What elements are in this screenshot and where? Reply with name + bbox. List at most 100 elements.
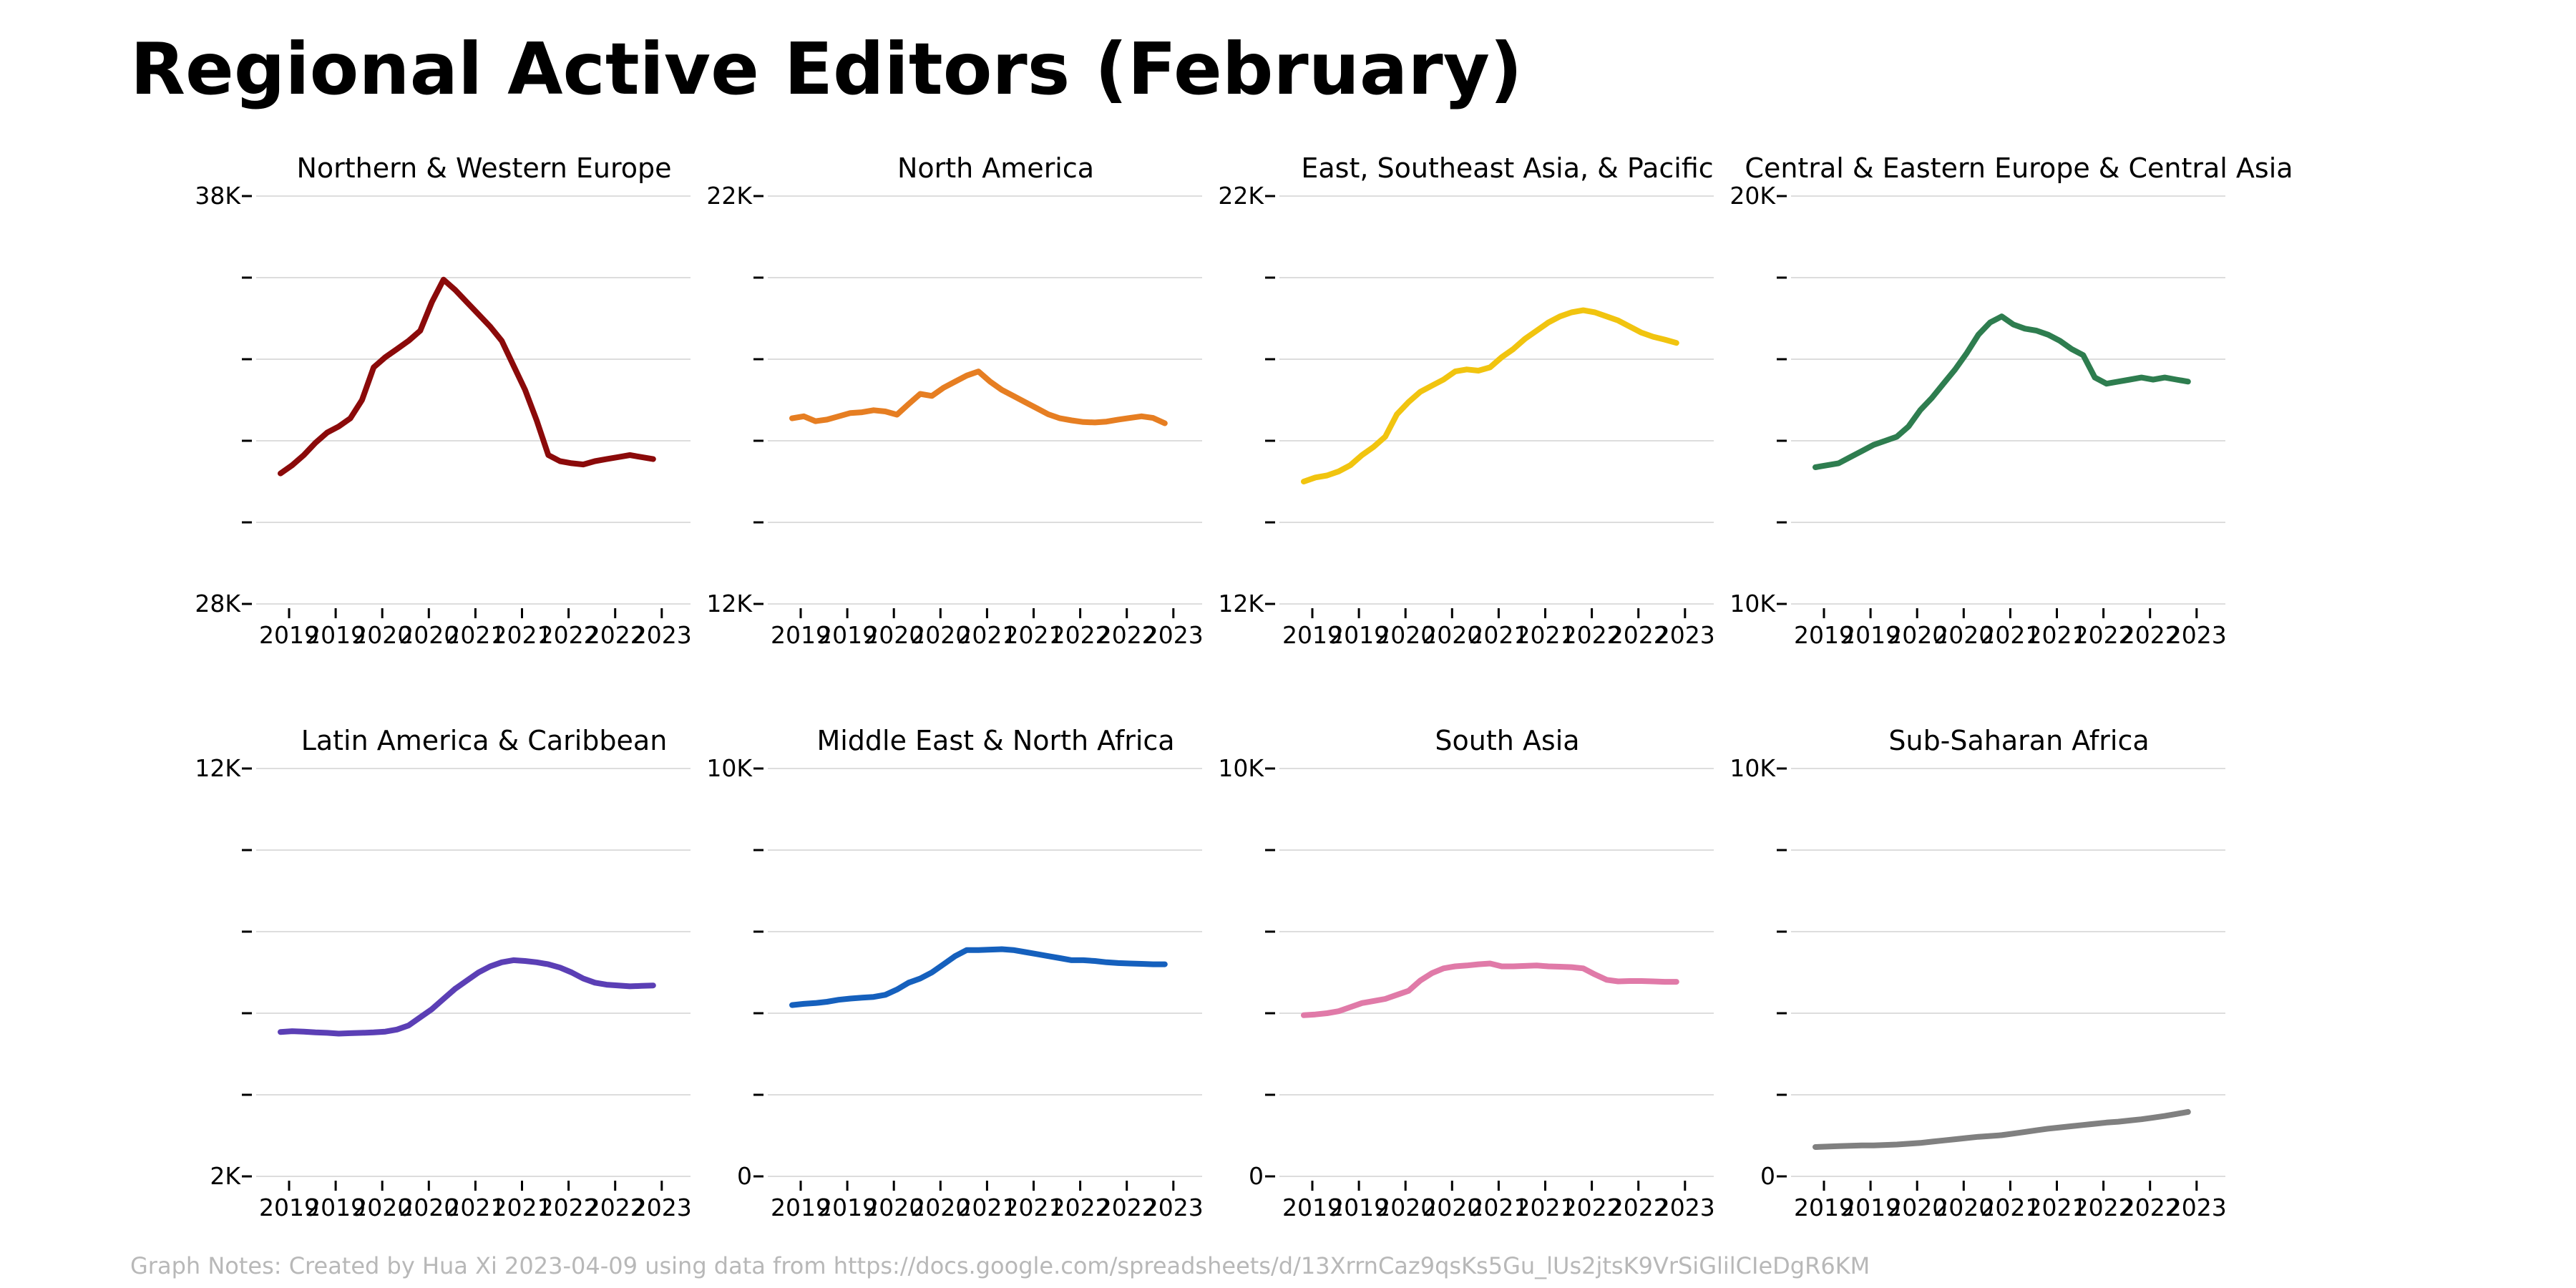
x-tick-label: 2023 bbox=[1143, 1194, 1204, 1221]
x-tick-label: 2020 bbox=[864, 621, 924, 649]
x-tick-label: 2022 bbox=[539, 621, 599, 649]
chart-title: South Asia bbox=[1435, 725, 1579, 756]
x-tick-label: 2022 bbox=[1609, 1194, 1669, 1221]
x-tick-label: 2022 bbox=[1562, 621, 1622, 649]
chart-title: North America bbox=[897, 152, 1094, 184]
x-tick-label: 2020 bbox=[352, 621, 412, 649]
x-tick-label: 2023 bbox=[632, 621, 692, 649]
series-line bbox=[1813, 1108, 2191, 1150]
x-tick-label: 2023 bbox=[632, 1194, 692, 1221]
chart-panel-5: Latin America & Caribbean12K2K2019201920… bbox=[195, 725, 691, 1221]
x-tick-label: 2021 bbox=[1980, 621, 2040, 649]
x-tick-label: 2021 bbox=[492, 1194, 552, 1221]
y-tick-label-bottom: 12K bbox=[706, 590, 753, 618]
series-line bbox=[789, 369, 1168, 426]
x-tick-label: 2021 bbox=[1980, 1194, 2040, 1221]
x-tick-label: 2019 bbox=[771, 1194, 831, 1221]
x-tick-label: 2020 bbox=[1887, 621, 1947, 649]
x-tick-label: 2020 bbox=[352, 1194, 412, 1221]
y-tick-label-bottom: 12K bbox=[1218, 590, 1264, 618]
y-tick-label-top: 10K bbox=[706, 754, 753, 782]
y-tick-label-top: 12K bbox=[195, 754, 241, 782]
chart-title: Latin America & Caribbean bbox=[301, 725, 668, 756]
x-tick-label: 2020 bbox=[1422, 1194, 1482, 1221]
y-tick-label-top: 38K bbox=[195, 182, 241, 210]
y-tick-label-bottom: 10K bbox=[1729, 590, 1776, 618]
y-tick-label-top: 10K bbox=[1218, 754, 1264, 782]
x-tick-label: 2022 bbox=[1097, 1194, 1157, 1221]
x-tick-label: 2022 bbox=[2074, 621, 2134, 649]
x-tick-label: 2019 bbox=[1329, 1194, 1389, 1221]
x-tick-label: 2021 bbox=[1516, 1194, 1576, 1221]
x-tick-label: 2022 bbox=[1050, 621, 1111, 649]
x-tick-label: 2019 bbox=[817, 621, 877, 649]
y-tick-label-top: 22K bbox=[1218, 182, 1264, 210]
x-tick-label: 2023 bbox=[1143, 621, 1204, 649]
x-tick-label: 2020 bbox=[399, 1194, 459, 1221]
x-tick-label: 2019 bbox=[1840, 621, 1901, 649]
x-tick-label: 2020 bbox=[1375, 621, 1435, 649]
x-tick-label: 2022 bbox=[585, 621, 645, 649]
x-tick-label: 2019 bbox=[259, 1194, 319, 1221]
series-line bbox=[1301, 960, 1679, 1018]
page-title: Regional Active Editors (February) bbox=[130, 27, 1523, 111]
y-tick-label-bottom: 28K bbox=[195, 590, 241, 618]
chart-title: Central & Eastern Europe & Central Asia bbox=[1745, 152, 2293, 184]
x-tick-label: 2021 bbox=[1004, 621, 1064, 649]
x-tick-label: 2019 bbox=[1329, 621, 1389, 649]
x-tick-label: 2019 bbox=[306, 1194, 366, 1221]
chart-panel-1: Northern & Western Europe38K28K201920192… bbox=[195, 152, 691, 649]
x-tick-label: 2019 bbox=[1794, 1194, 1854, 1221]
x-tick-label: 2022 bbox=[2120, 621, 2180, 649]
graph-notes: Graph Notes: Created by Hua Xi 2023-04-0… bbox=[130, 1252, 1870, 1279]
x-tick-label: 2023 bbox=[1655, 621, 1715, 649]
x-tick-label: 2019 bbox=[1794, 621, 1854, 649]
x-tick-label: 2022 bbox=[585, 1194, 645, 1221]
chart-title: East, Southeast Asia, & Pacific bbox=[1301, 152, 1713, 184]
y-tick-label-bottom: 0 bbox=[1249, 1162, 1264, 1190]
x-tick-label: 2021 bbox=[2027, 621, 2087, 649]
chart-panel-7: South Asia10K020192019202020202021202120… bbox=[1218, 725, 1714, 1221]
x-tick-label: 2020 bbox=[399, 621, 459, 649]
chart-title: Sub-Saharan Africa bbox=[1888, 725, 2149, 756]
chart-panel-2: North America22K12K201920192020202020212… bbox=[706, 152, 1203, 649]
x-tick-label: 2022 bbox=[1609, 621, 1669, 649]
x-tick-label: 2020 bbox=[1422, 621, 1482, 649]
x-tick-label: 2023 bbox=[2167, 621, 2227, 649]
x-tick-label: 2020 bbox=[1933, 621, 1994, 649]
x-tick-label: 2021 bbox=[2027, 1194, 2087, 1221]
x-tick-label: 2021 bbox=[1516, 621, 1576, 649]
x-tick-label: 2020 bbox=[1887, 1194, 1947, 1221]
x-tick-label: 2021 bbox=[957, 621, 1017, 649]
x-tick-label: 2020 bbox=[910, 1194, 970, 1221]
x-tick-label: 2021 bbox=[1468, 1194, 1528, 1221]
x-tick-label: 2021 bbox=[492, 621, 552, 649]
series-line bbox=[278, 957, 656, 1037]
x-tick-label: 2023 bbox=[2167, 1194, 2227, 1221]
chart-panel-3: East, Southeast Asia, & Pacific 22K 12K 201… bbox=[1218, 152, 1714, 649]
x-tick-label: 2021 bbox=[445, 1194, 505, 1221]
chart-panel-4: Central & Eastern Europe & Central Asia 2… bbox=[1729, 152, 2293, 649]
y-tick-label-bottom: 0 bbox=[1760, 1162, 1775, 1190]
x-tick-label: 2023 bbox=[1655, 1194, 1715, 1221]
y-tick-label-top: 22K bbox=[706, 182, 753, 210]
series-line bbox=[1301, 307, 1679, 484]
x-tick-label: 2019 bbox=[1282, 621, 1342, 649]
x-tick-label: 2021 bbox=[957, 1194, 1017, 1221]
chart-panel-8: Sub-Saharan Africa10K0201920192020202020… bbox=[1729, 725, 2226, 1221]
x-tick-label: 2021 bbox=[1468, 621, 1528, 649]
x-tick-label: 2022 bbox=[1562, 1194, 1622, 1221]
x-tick-label: 2019 bbox=[817, 1194, 877, 1221]
x-tick-label: 2019 bbox=[259, 621, 319, 649]
x-tick-label: 2020 bbox=[1933, 1194, 1994, 1221]
x-tick-label: 2022 bbox=[1050, 1194, 1111, 1221]
y-tick-label-bottom: 2K bbox=[210, 1162, 241, 1190]
x-tick-label: 2022 bbox=[2074, 1194, 2134, 1221]
x-tick-label: 2019 bbox=[771, 621, 831, 649]
series-line bbox=[278, 276, 656, 477]
y-tick-label-bottom: 0 bbox=[737, 1162, 752, 1190]
chart-panel-6: Middle East & North Africa10K02019201920… bbox=[706, 725, 1203, 1221]
x-tick-label: 2022 bbox=[539, 1194, 599, 1221]
x-tick-label: 2019 bbox=[306, 621, 366, 649]
